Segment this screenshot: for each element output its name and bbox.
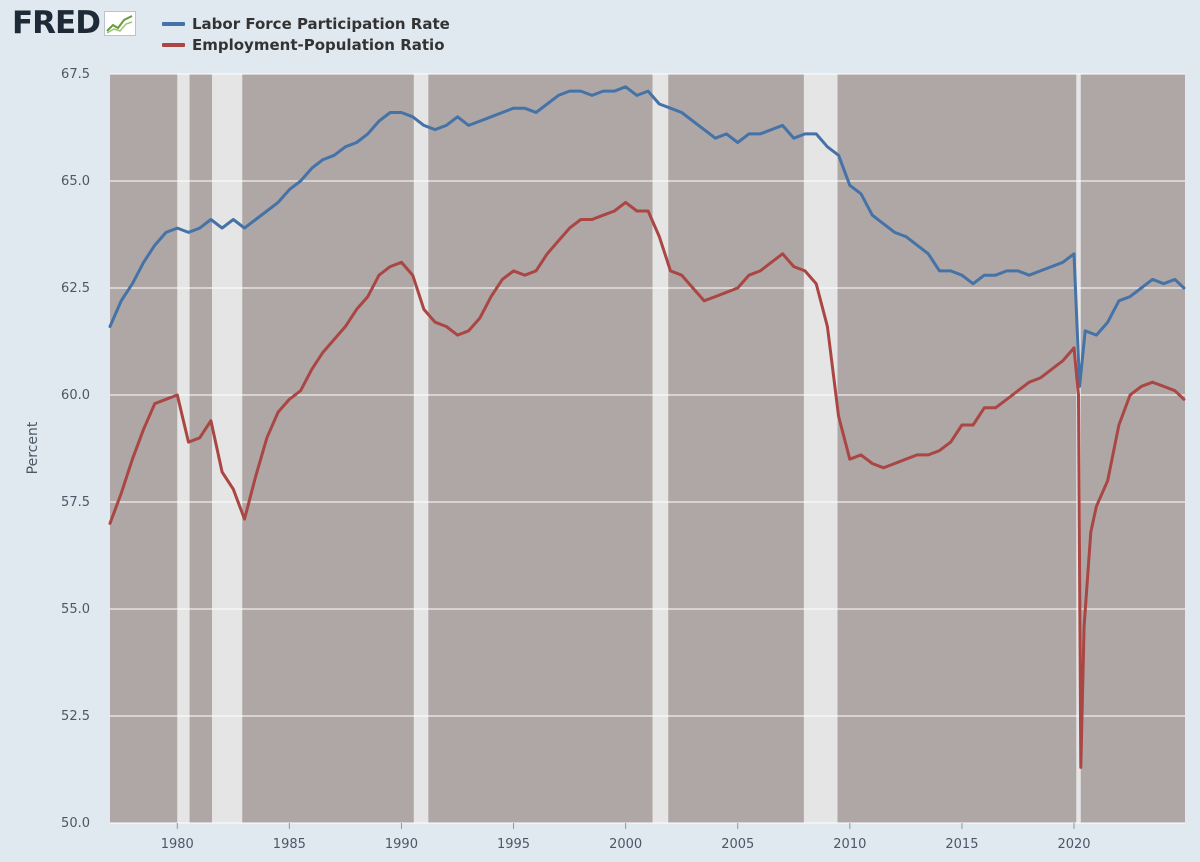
fred-logo: FRED: [12, 8, 136, 39]
x-tick-label: 1985: [273, 837, 306, 852]
recession-band: [177, 74, 190, 823]
x-tick-label: 1980: [161, 837, 194, 852]
x-axis-ticks: 1980 1985 1990 1995 2000 2005 2010 2015 2020: [161, 823, 1091, 852]
x-tick-label: 2010: [833, 837, 866, 852]
x-tick-label: 2015: [945, 837, 978, 852]
y-tick-label: 62.5: [61, 281, 90, 296]
y-tick-label: 52.5: [61, 709, 90, 724]
y-tick-label: 67.5: [61, 67, 90, 82]
recession-band: [652, 74, 669, 823]
recession-band: [803, 74, 838, 823]
chart-legend: Labor Force Participation Rate Employmen…: [162, 13, 450, 55]
legend-swatch-labor-force: [162, 21, 185, 26]
y-axis-title: Percent: [25, 421, 41, 474]
legend-label-labor-force: Labor Force Participation Rate: [192, 14, 450, 33]
y-axis-ticks: 50.0 52.5 55.0 57.5 60.0 62.5 65.0 67.5: [61, 67, 90, 831]
x-tick-label: 2020: [1057, 837, 1090, 852]
series-line-labor-force-participation-rate[interactable]: [108, 85, 1186, 388]
legend-item-labor-force[interactable]: Labor Force Participation Rate: [162, 13, 450, 34]
legend-label-employment-population: Employment-Population Ratio: [192, 35, 445, 54]
x-tick-label: 2005: [721, 837, 754, 852]
x-tick-label: 2000: [609, 837, 642, 852]
y-tick-label: 65.0: [61, 174, 90, 189]
y-tick-label: 60.0: [61, 388, 90, 403]
plot-area: [110, 74, 1185, 823]
y-tick-label: 57.5: [61, 495, 90, 510]
recession-band: [413, 74, 429, 823]
series-line-employment-population-ratio[interactable]: [108, 200, 1186, 769]
trend-line-icon: [103, 11, 136, 36]
x-tick-label: 1990: [385, 837, 418, 852]
y-tick-label: 55.0: [61, 602, 90, 617]
x-tick-label: 1995: [497, 837, 530, 852]
series-lines: [108, 85, 1186, 769]
y-tick-label: 50.0: [61, 816, 90, 831]
legend-swatch-employment-population: [162, 42, 185, 47]
fred-logo-text: FRED: [12, 5, 101, 41]
legend-item-employment-population[interactable]: Employment-Population Ratio: [162, 34, 450, 55]
